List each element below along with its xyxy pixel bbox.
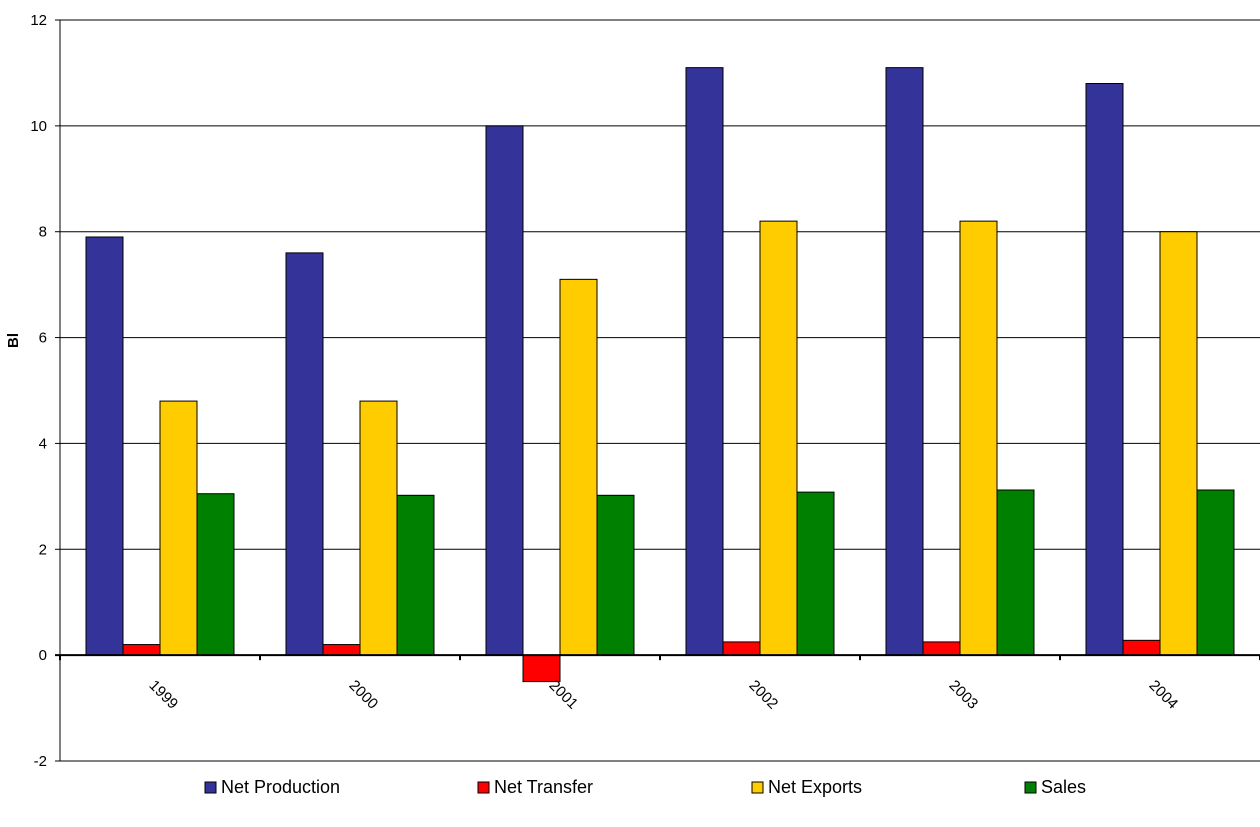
bar-net-transfer-2004 — [1122, 639, 1161, 656]
x-tick-labels: 1999 2000 2001 2002 2003 2004 — [146, 677, 1182, 713]
bar-net-exports-2003 — [959, 220, 998, 656]
bar-net-transfer-2001 — [522, 654, 561, 683]
legend-label: Net Transfer — [494, 777, 593, 797]
bar-net-transfer-2003 — [922, 641, 961, 656]
axes — [55, 19, 1260, 762]
y-tick-labels: -2 0 2 4 6 8 10 12 — [30, 12, 47, 770]
bar-sales-2000 — [396, 494, 435, 656]
x-tick-label: 2002 — [746, 677, 782, 713]
legend-label: Net Production — [221, 777, 340, 797]
bar-net-exports-2001 — [559, 278, 598, 656]
y-tick-label: 4 — [39, 435, 47, 452]
bar-sales-2003 — [996, 489, 1035, 656]
legend-swatch — [204, 781, 217, 794]
y-tick-label: -2 — [34, 753, 47, 770]
y-tick-label: 10 — [30, 118, 47, 135]
bar-sales-2001 — [596, 494, 635, 656]
gridlines — [60, 19, 1260, 762]
x-tick-label: 1999 — [146, 677, 182, 713]
bar-net-production-2000 — [285, 252, 324, 656]
y-axis-title: Bl — [5, 333, 22, 348]
y-tick-label: 8 — [39, 224, 47, 241]
x-tick-label: 2003 — [946, 677, 982, 713]
bar-net-transfer-2000 — [322, 644, 361, 656]
bar-sales-1999 — [196, 493, 235, 656]
legend-item-sales: Sales — [1024, 777, 1086, 797]
bar-net-exports-2002 — [759, 220, 798, 656]
bar-sales-2004 — [1196, 489, 1235, 656]
y-tick-label: 2 — [39, 541, 47, 558]
bar-net-production-2004 — [1085, 83, 1124, 656]
legend-item-net-exports: Net Exports — [751, 777, 862, 797]
y-tick-label: 6 — [39, 330, 47, 347]
x-tick-label: 2000 — [346, 677, 382, 713]
legend-label: Sales — [1041, 777, 1086, 797]
bars — [85, 67, 1235, 683]
bar-sales-2002 — [796, 491, 835, 656]
x-tick-label: 2001 — [546, 677, 582, 713]
legend-label: Net Exports — [768, 777, 862, 797]
legend-swatch — [1024, 781, 1037, 794]
bar-net-production-2001 — [485, 125, 524, 656]
x-tick-label: 2004 — [1146, 677, 1182, 713]
bar-net-production-2003 — [885, 67, 924, 656]
bar-net-production-1999 — [85, 236, 124, 656]
bar-net-production-2002 — [685, 67, 724, 656]
bar-net-transfer-1999 — [122, 644, 161, 656]
legend: Net Production Net Transfer Net Exports Sal… — [204, 777, 1086, 797]
y-tick-label: 12 — [30, 12, 47, 29]
legend-swatch — [751, 781, 764, 794]
bar-net-transfer-2002 — [722, 641, 761, 656]
bar-net-exports-1999 — [159, 400, 198, 656]
y-tick-label: 0 — [39, 647, 47, 664]
legend-swatch — [477, 781, 490, 794]
legend-item-net-production: Net Production — [204, 777, 340, 797]
bar-net-exports-2000 — [359, 400, 398, 656]
legend-item-net-transfer: Net Transfer — [477, 777, 593, 797]
bar-net-exports-2004 — [1159, 231, 1198, 656]
